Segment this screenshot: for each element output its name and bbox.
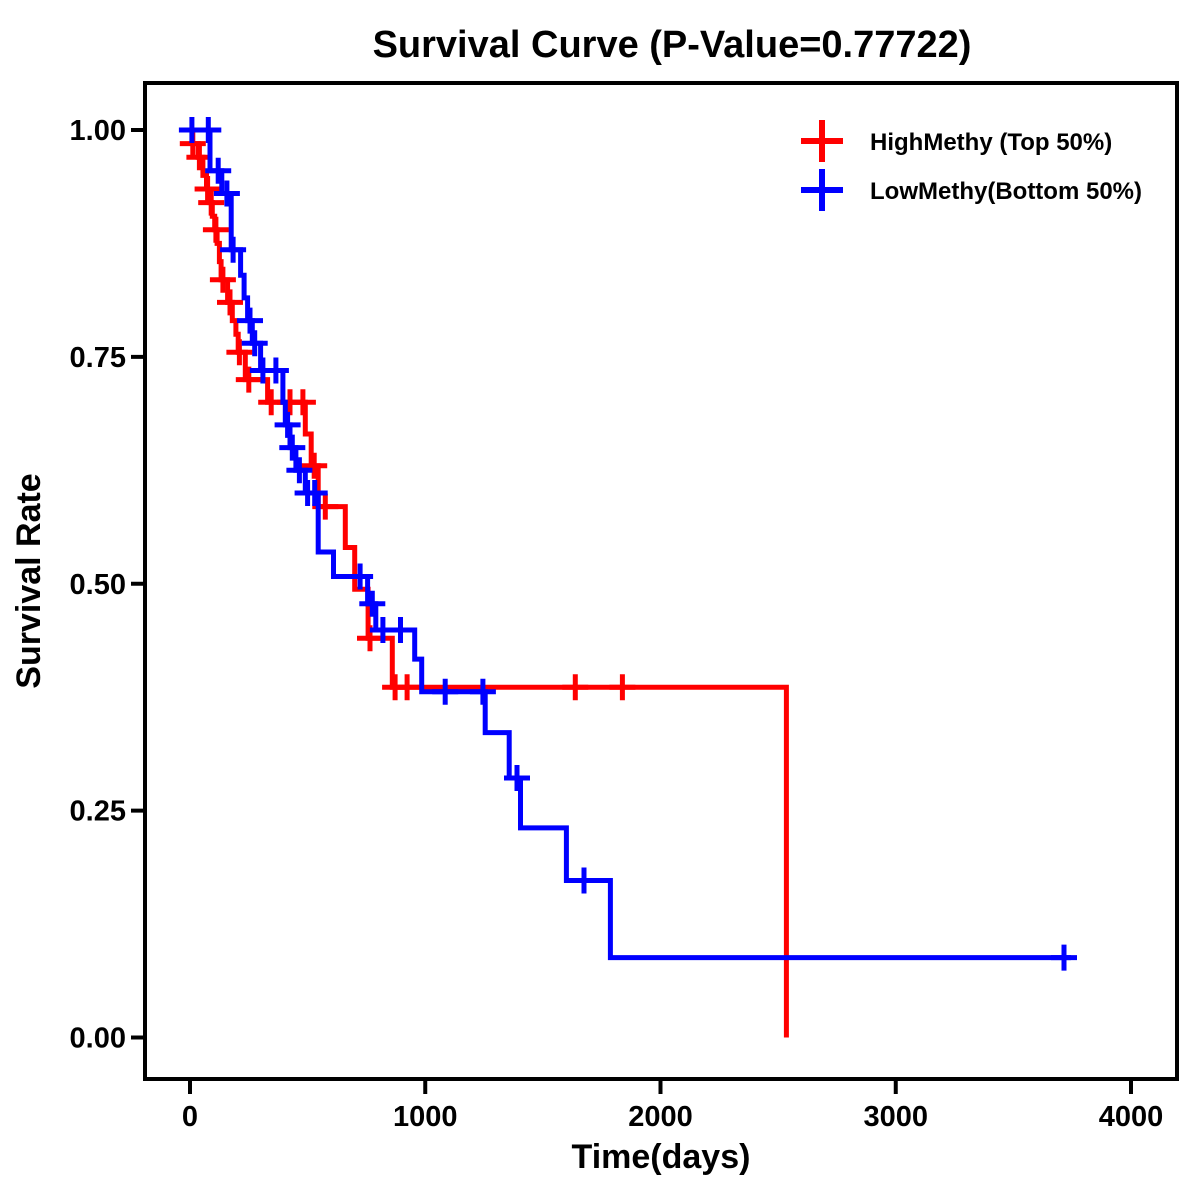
censor-mark [301,480,328,506]
censor-mark [289,389,316,416]
censor-mark [220,236,247,263]
y-tick-label: 0.25 [70,796,126,828]
chart-title: Survival Curve (P-Value=0.77722) [373,24,972,66]
survival-curve-highmethy [189,127,789,1038]
legend-item-highmethy: HighMethy (Top 50%) [801,120,1112,162]
censor-mark [1051,944,1077,971]
plus-icon [801,169,843,211]
x-tick-label: 3000 [863,1101,928,1133]
censor-mark [387,617,414,643]
censor-mark [347,563,374,590]
legend-item-lowmethy: LowMethy(Bottom 50%) [801,169,1142,211]
censor-mark [279,434,306,461]
censor-mark [209,266,236,293]
censor-mark [202,216,229,243]
x-axis-title: Time(days) [572,1138,751,1176]
censor-mark [217,289,243,316]
censor-mark [262,357,289,384]
censor-mark [241,330,268,357]
censor-mark [571,867,597,894]
censor-mark [286,457,313,484]
y-axis-title: Survival Rate [10,473,48,688]
censor-mark [194,176,221,202]
censor-mark [504,765,530,791]
x-tick-label: 0 [182,1101,198,1133]
censor-mark [301,452,328,479]
censor-mark [198,189,225,216]
censor-mark [274,411,301,438]
censor-mark [609,674,636,701]
y-tick-label: 0.75 [70,342,126,374]
x-tick-label: 2000 [628,1101,693,1133]
censor-mark [394,674,421,701]
legend: HighMethy (Top 50%) LowMethy(Bottom 50%) [801,120,1142,211]
y-tick-label: 0.00 [70,1023,126,1055]
x-tick-label: 1000 [393,1101,458,1133]
legend-label-highmethy: HighMethy (Top 50%) [870,129,1112,156]
censor-mark [469,678,496,705]
plot-border [143,81,1179,1081]
censor-mark [432,678,459,705]
censor-mark [235,366,262,393]
curve-layer [178,117,1077,1038]
censor-mark [359,590,386,617]
y-tick-label: 1.00 [70,115,126,147]
censor-mark [237,307,263,334]
legend-label-lowmethy: LowMethy(Bottom 50%) [870,178,1142,205]
plus-icon [801,120,843,162]
censor-mark [213,180,240,207]
censor-mark [195,117,222,143]
censor-mark [562,674,589,701]
y-tick-label: 0.50 [70,569,126,601]
x-tick-label: 4000 [1099,1101,1164,1133]
axis-ticks: 0 1000 2000 3000 4000 0.00 0.25 0.50 0.75 1.00 [70,115,1164,1133]
censor-mark [226,339,253,366]
survival-curve-lowmethy [190,127,1071,961]
censor-mark [205,157,232,184]
